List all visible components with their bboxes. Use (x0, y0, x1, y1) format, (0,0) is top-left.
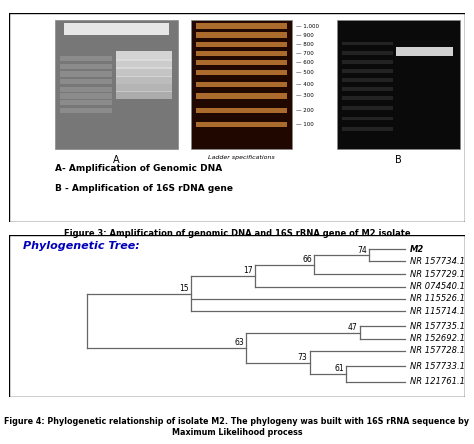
Bar (196, 24, 287, 28)
Text: 61: 61 (334, 365, 344, 373)
Bar (117, 51, 172, 61)
Bar (64, 23, 169, 35)
Text: NR 121761.1: NR 121761.1 (410, 377, 465, 386)
Text: NR 157728.1: NR 157728.1 (410, 346, 465, 355)
Bar (342, 96, 393, 100)
Text: 74: 74 (357, 246, 367, 255)
Text: — 1,000: — 1,000 (296, 24, 319, 28)
Bar (117, 76, 172, 84)
Text: — 200: — 200 (296, 108, 314, 113)
Bar (342, 60, 393, 63)
Bar (196, 82, 287, 87)
Bar (117, 67, 172, 76)
Bar (196, 70, 287, 75)
Bar (191, 20, 292, 149)
Bar (60, 87, 112, 92)
Text: — 300: — 300 (296, 94, 314, 99)
Text: M2: M2 (410, 245, 424, 254)
Bar (396, 48, 453, 56)
Bar (342, 117, 393, 120)
Text: NR 115714.1: NR 115714.1 (410, 307, 465, 316)
Text: NR 115526.1: NR 115526.1 (410, 294, 465, 303)
Bar (117, 91, 172, 99)
Bar (60, 71, 112, 76)
Text: 47: 47 (348, 323, 357, 332)
Bar (60, 79, 112, 84)
Text: — 900: — 900 (296, 33, 314, 38)
Bar (196, 51, 287, 56)
Text: A: A (113, 155, 120, 165)
Text: — 500: — 500 (296, 70, 314, 75)
Bar (55, 20, 178, 149)
Text: NR 152692.1: NR 152692.1 (410, 334, 465, 343)
Text: NR 157734.1: NR 157734.1 (410, 257, 465, 266)
Text: — 600: — 600 (296, 60, 314, 65)
Text: 15: 15 (180, 284, 189, 293)
Text: 66: 66 (302, 255, 312, 264)
Text: 73: 73 (298, 353, 308, 362)
Bar (337, 20, 460, 149)
Text: — 400: — 400 (296, 82, 314, 87)
Text: Ladder specifications: Ladder specifications (208, 155, 275, 160)
Text: Figure 4: Phylogenetic relationship of isolate M2. The phylogeny was built with : Figure 4: Phylogenetic relationship of i… (4, 417, 470, 437)
Bar (196, 107, 287, 113)
Text: — 700: — 700 (296, 51, 314, 56)
Bar (342, 127, 393, 131)
Text: — 100: — 100 (296, 122, 314, 127)
Text: — 800: — 800 (296, 42, 314, 47)
Text: NR 157733.1: NR 157733.1 (410, 362, 465, 371)
Text: 17: 17 (243, 266, 253, 275)
Bar (196, 42, 287, 47)
Text: 63: 63 (234, 338, 244, 347)
Bar (60, 100, 112, 105)
Bar (196, 122, 287, 127)
Text: Figure 3: Amplification of genomic DNA and 16S rRNA gene of M2 isolate: Figure 3: Amplification of genomic DNA a… (64, 229, 410, 238)
Bar (60, 107, 112, 113)
Text: NR 157729.1: NR 157729.1 (410, 270, 465, 278)
Text: B - Amplification of 16S rDNA gene: B - Amplification of 16S rDNA gene (55, 184, 233, 194)
Bar (196, 59, 287, 65)
Bar (9, 235, 465, 397)
Bar (60, 63, 112, 69)
Bar (342, 78, 393, 82)
Bar (342, 42, 393, 45)
Bar (342, 87, 393, 91)
Bar (117, 84, 172, 92)
Text: NR 157735.1: NR 157735.1 (410, 322, 465, 331)
Bar (60, 56, 112, 61)
Bar (60, 93, 112, 99)
Bar (117, 59, 172, 69)
Bar (342, 69, 393, 73)
Text: NR 074540.1: NR 074540.1 (410, 282, 465, 291)
Bar (342, 51, 393, 55)
Text: A- Amplification of Genomic DNA: A- Amplification of Genomic DNA (55, 163, 222, 173)
Bar (196, 93, 287, 99)
Bar (196, 32, 287, 38)
Bar (342, 107, 393, 110)
Text: Phylogenetic Tree:: Phylogenetic Tree: (23, 241, 140, 251)
Text: B: B (395, 155, 402, 165)
